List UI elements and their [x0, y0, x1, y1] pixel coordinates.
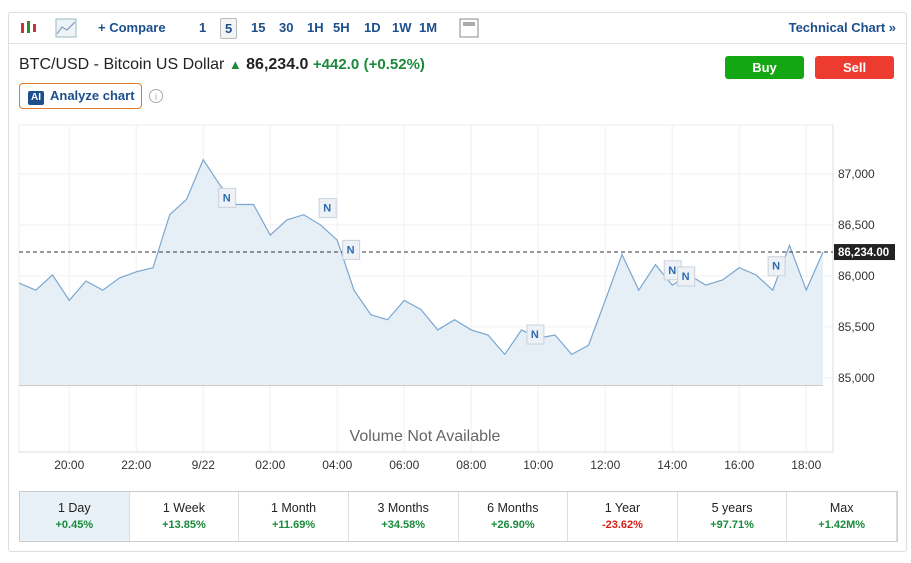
y-tick-label: 86,000 [838, 269, 875, 283]
period-label[interactable]: Max [829, 501, 854, 515]
period-tab[interactable]: Max +1.42M% [787, 492, 897, 541]
chart: 85,000 85,500 86,000 86,500 87,000 20:00 22:00… [18, 124, 895, 472]
x-tick-label: 02:00 [255, 458, 285, 472]
svg-text:i: i [155, 92, 157, 103]
period-change[interactable]: +0.45% [55, 519, 94, 531]
period-change[interactable]: +1.42M% [818, 519, 866, 531]
compare-label[interactable]: Compare [109, 20, 166, 35]
current-price-box [834, 244, 895, 261]
sell-button[interactable]: Sell [815, 56, 894, 79]
period-tab[interactable]: 1 Year -23.62% [568, 492, 678, 541]
interval[interactable]: 1H [307, 20, 324, 35]
period-tab[interactable]: 3 Months +34.58% [349, 492, 459, 541]
y-tick-label: 85,000 [838, 371, 875, 385]
info-icon[interactable]: i [148, 88, 164, 104]
period-tab[interactable]: 5 years +97.71% [678, 492, 788, 541]
period-change[interactable]: +13.85% [162, 519, 206, 531]
x-tick-label: 9/22 [192, 458, 216, 472]
news-marker [526, 324, 545, 345]
news-label: N [772, 261, 780, 273]
period-change[interactable]: +97.71% [710, 519, 754, 531]
interval[interactable]: 1M [419, 20, 438, 35]
news-label: N [531, 329, 539, 341]
period-tabs: 1 Day +0.45% 1 Week +13.85% 1 Month +11.69% 3 … [19, 491, 898, 542]
analyze-label[interactable]: Analyze chart [50, 88, 135, 103]
period-tab[interactable]: 1 Week +13.85% [130, 492, 240, 541]
news-marker [218, 187, 237, 208]
quote-header: BTC/USD - Bitcoin US Dollar ▲ 86,234.0 +… [19, 56, 425, 74]
x-tick-label: 08:00 [456, 458, 486, 472]
period-label[interactable]: 1 Week [162, 501, 206, 515]
volume-note: Volume Not Available [350, 428, 501, 445]
interval[interactable]: 5 [220, 18, 238, 39]
area-icon[interactable] [55, 18, 77, 38]
x-tick-label: 20:00 [54, 458, 84, 472]
period-tab[interactable]: 6 Months +26.90% [459, 492, 569, 541]
period-change[interactable]: +26.90% [490, 519, 535, 531]
interval[interactable]: 1W [392, 20, 412, 35]
news-label: N [323, 203, 331, 215]
news-marker [318, 198, 337, 219]
x-tick-label: 22:00 [121, 458, 151, 472]
news-label: N [223, 192, 231, 204]
x-tick-label: 10:00 [523, 458, 553, 472]
news-label: N [668, 265, 676, 277]
news-label: N [682, 271, 690, 283]
x-tick-label: 06:00 [389, 458, 419, 472]
news-marker [767, 256, 786, 277]
period-change[interactable]: +11.69% [272, 519, 316, 531]
interval[interactable]: 30 [279, 20, 294, 35]
period-label[interactable]: 1 Day [57, 501, 91, 515]
candle-icon[interactable] [19, 19, 39, 37]
interval[interactable]: 1 [199, 20, 207, 35]
ai-badge: AI [28, 91, 44, 105]
period-tab[interactable]: 1 Day +0.45% [20, 492, 130, 541]
toolbar: + Compare 1 5 15 30 1H 5H 1D 1W 1M Technical Cha… [9, 13, 906, 44]
period-change[interactable]: +34.58% [381, 519, 426, 531]
current-price-label: 86,234.00 [838, 247, 889, 259]
x-tick-label: 12:00 [590, 458, 620, 472]
y-tick-label: 85,500 [838, 320, 875, 334]
buy-button[interactable]: Buy [725, 56, 804, 79]
instrument: BTC/USD - Bitcoin US Dollar [19, 56, 225, 73]
widget: + Compare 1 5 15 30 1H 5H 1D 1W 1M Technical Cha… [8, 12, 907, 552]
interval[interactable]: 1D [364, 20, 381, 35]
news-marker [677, 266, 696, 287]
x-tick-label: 18:00 [791, 458, 821, 472]
period-label[interactable]: 1 Month [270, 501, 317, 515]
x-tick-label: 16:00 [724, 458, 754, 472]
analyze-button[interactable]: AI Analyze chart [19, 83, 142, 109]
period-label[interactable]: 3 Months [377, 501, 429, 515]
period-label[interactable]: 1 Year [604, 501, 641, 515]
period-label[interactable]: 5 years [711, 501, 753, 515]
compare[interactable]: + Compare [98, 20, 166, 35]
interval[interactable]: 15 [251, 20, 266, 35]
y-tick-label: 87,000 [838, 167, 875, 181]
layout-icon[interactable] [459, 18, 479, 38]
period-label[interactable]: 6 Months [487, 501, 539, 515]
interval[interactable]: 5H [333, 20, 350, 35]
y-tick-label: 86,500 [838, 218, 875, 232]
change: +442.0 [312, 56, 360, 73]
period-change[interactable]: -23.62% [601, 519, 643, 531]
up-arrow: ▲ [228, 57, 242, 72]
x-tick-label: 14:00 [657, 458, 687, 472]
change-pct: (+0.52%) [363, 56, 425, 73]
area [19, 159, 823, 385]
news-marker [342, 239, 361, 260]
technical-chart[interactable]: Technical Chart » [788, 20, 896, 35]
news-label: N [347, 244, 355, 256]
price: 86,234.0 [246, 56, 309, 73]
x-tick-label: 04:00 [322, 458, 352, 472]
period-tab[interactable]: 1 Month +11.69% [239, 492, 349, 541]
